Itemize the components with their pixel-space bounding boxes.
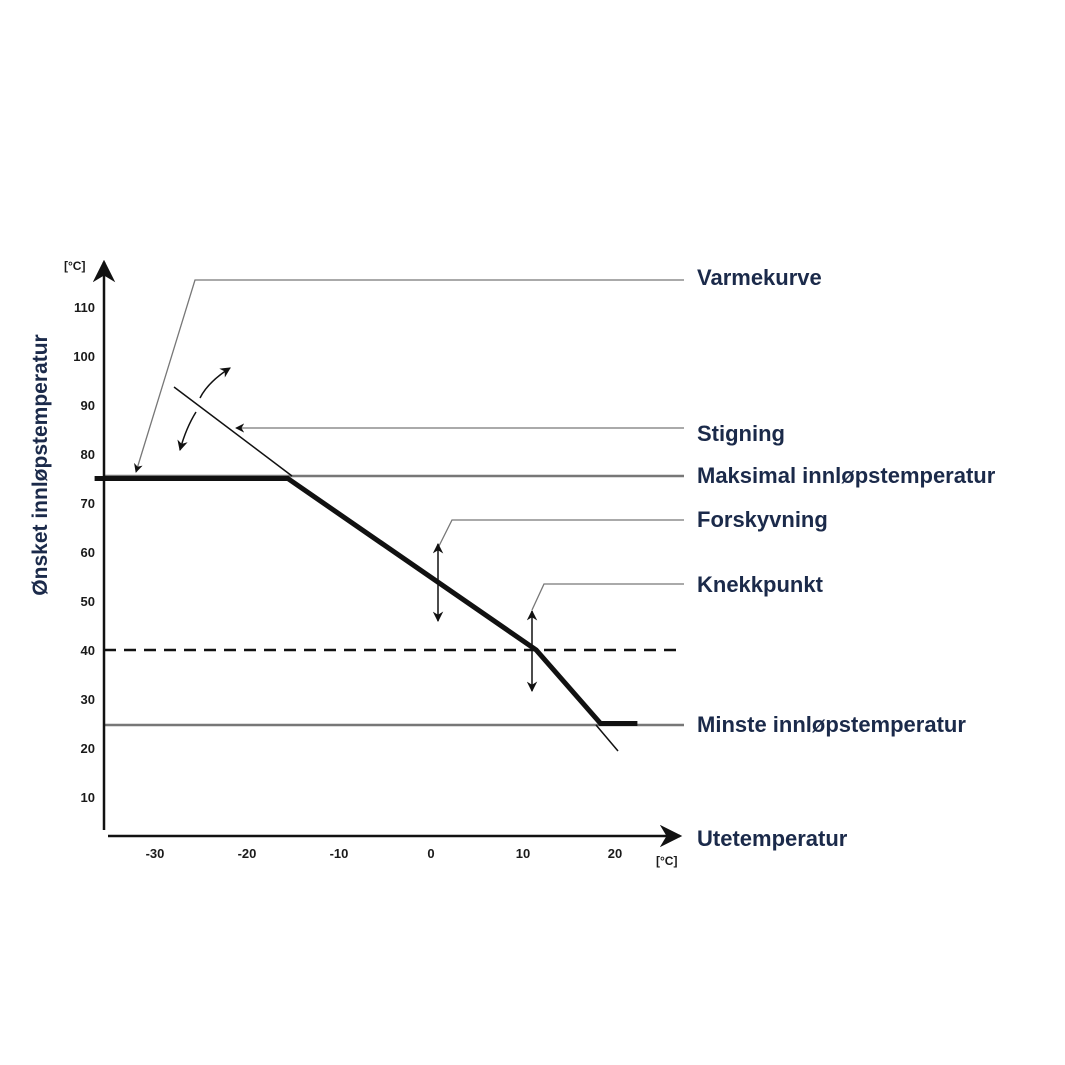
slope-rotate-up-arrow [199,367,231,399]
y-tick-label: 50 [81,594,95,609]
x-tick-label: -10 [330,846,349,861]
y-tick-label: 40 [81,643,95,658]
y-tick-label: 60 [81,545,95,560]
y-tick-label: 90 [81,398,95,413]
minste-label: Minste innløpstemperatur [697,712,966,737]
y-unit-label: [°C] [64,259,85,273]
y-tick-label: 20 [81,741,95,756]
x-ticks: -30 -20 -10 0 10 20 [146,846,623,861]
y-tick-label: 110 [74,300,95,315]
x-tick-label: 10 [516,846,530,861]
y-tick-label: 30 [81,692,95,707]
y-tick-label: 10 [81,790,95,805]
slope-thin-line-lower [595,724,619,752]
slope-rotate-down-arrow [177,411,197,452]
x-tick-label: 20 [608,846,622,861]
y-axis-title: Ønsket innløpstemperatur [29,334,52,595]
x-unit-label: [°C] [656,854,677,868]
maks-label: Maksimal innløpstemperatur [697,463,996,488]
varmekurve-label: Varmekurve [697,265,822,290]
forskyvning-leader [437,519,684,549]
heating-curve-series-line [94,476,638,726]
series-group [94,476,638,726]
y-tick-label: 70 [81,496,95,511]
x-tick-label: 0 [427,846,434,861]
stigning-label: Stigning [697,421,785,446]
knekkpunkt-leader [531,583,684,611]
y-tick-label: 100 [73,349,95,364]
y-ticks: 10 20 30 40 50 60 70 80 90 100 110 [73,300,95,805]
forskyvning-label: Forskyvning [697,507,828,532]
varmekurve-leader [134,279,684,473]
x-tick-label: -20 [238,846,257,861]
x-axis-title: Utetemperatur [697,826,848,851]
x-tick-label: -30 [146,846,165,861]
knekkpunkt-label: Knekkpunkt [697,572,824,597]
slope-thin-line [173,386,293,477]
y-tick-label: 80 [81,447,95,462]
